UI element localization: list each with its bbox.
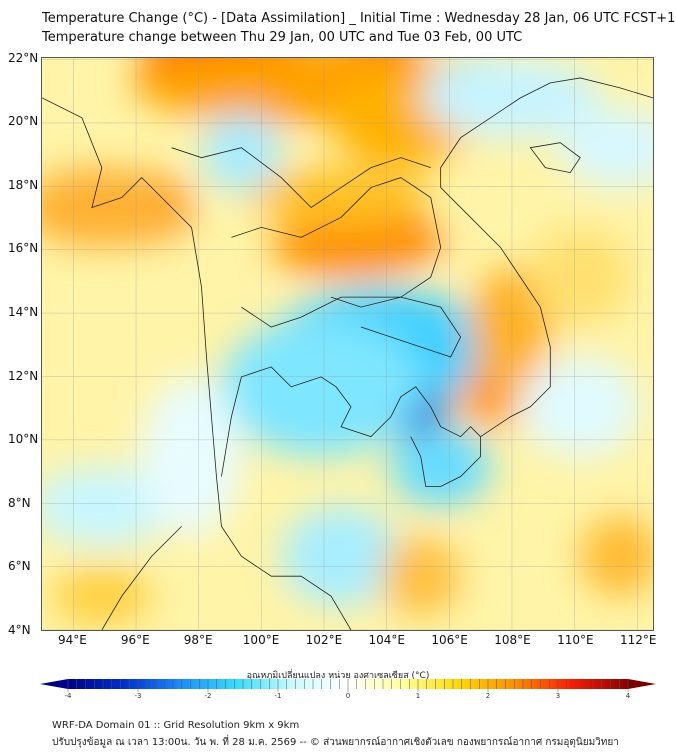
temperature-anomaly-patch [380,536,461,617]
colorbar-tick-label: 4 [625,692,631,700]
temperature-anomaly-patch [580,516,653,597]
temperature-anomaly-patch [52,566,152,627]
temperature-change-map [41,57,654,631]
coastlines [42,77,653,630]
chart-subtitle: Temperature change between Thu 29 Jan, 0… [42,30,523,45]
temperature-anomaly-patch [201,112,282,193]
temperature-anomaly-patch [221,317,421,457]
footer-model-info: WRF-DA Domain 01 :: Grid Resolution 9km … [52,720,300,731]
lon-label: 102°E [305,633,343,647]
colorbar-tick-label: 1 [415,692,421,700]
temperature-anomaly-patch [530,227,631,328]
lat-label: 4°N [8,623,31,637]
temperature-anomaly-patch [520,356,640,457]
lat-label: 10°N [8,432,39,447]
colorbar-max-arrow [628,679,656,689]
colorbar-tick-label: -4 [64,692,72,700]
colorbar-min-arrow [40,679,68,689]
temperature-anomaly-patch [560,107,653,188]
temperature-anomaly-patch [141,376,242,537]
temperature-anomaly-patch [251,167,431,228]
lon-label: 94°E [57,633,87,647]
colorbar-tick-label: 2 [485,692,491,700]
lat-label: 18°N [8,177,39,192]
temperature-anomaly-patch [470,267,551,387]
temperature-anomaly-patch [42,466,172,547]
chart-title: Temperature Change (°C) - [Data Assimila… [42,11,676,26]
colorbar-tick-label: 3 [555,692,561,700]
temperature-anomaly-patch [42,167,182,248]
temperature-anomaly-patch [281,506,401,607]
lon-label: 100°E [242,633,280,647]
lon-label: 104°E [368,633,406,647]
lon-label: 112°E [620,633,657,647]
temperature-anomaly-patch [390,426,491,507]
lat-label: 16°N [8,241,39,256]
lat-label: 20°N [8,114,39,129]
lat-label: 14°N [8,304,39,319]
lon-label: 98°E [183,633,213,647]
lon-label: 110°E [557,633,594,647]
colorbar-tick-label: -1 [274,692,282,700]
lon-label: 96°E [120,633,150,647]
lat-label: 6°N [8,559,31,574]
lon-label: 108°E [494,633,531,647]
lon-label: 106°E [431,633,468,647]
colorbar-tick-label: -3 [134,692,142,700]
lat-label: 12°N [8,368,39,383]
colorbar [40,679,656,692]
lat-label: 22°N [8,50,39,65]
colorbar-title: อุณหภูมิเปลี่ยนแปลง หน่วย องศาเซลเซียส (… [246,671,430,681]
temperature-anomaly-patch [420,58,601,138]
footer-credit: ปรับปรุงข้อมูล ณ เวลา 13:00น. วัน พ. ที่… [52,737,619,748]
colorbar-tick-label: 0 [345,692,351,700]
colorbar-tick-label: -2 [204,692,212,700]
lat-label: 8°N [8,495,31,510]
